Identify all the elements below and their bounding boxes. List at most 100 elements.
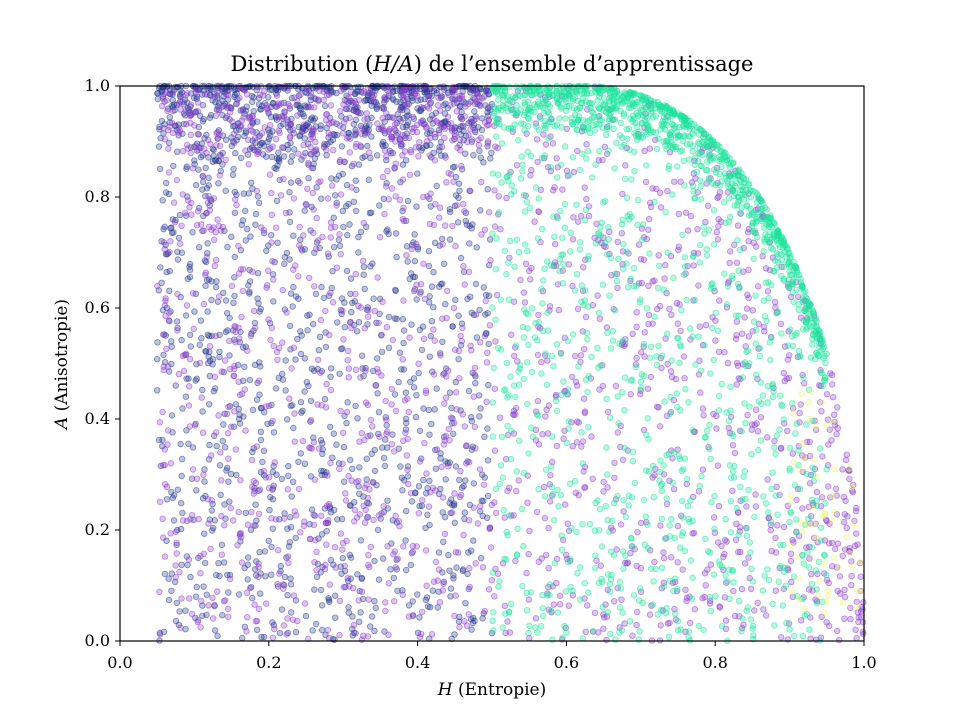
scatter-point-series-1 bbox=[581, 184, 588, 191]
scatter-point-series-2 bbox=[524, 400, 531, 408]
scatter-point-series-2 bbox=[553, 407, 561, 415]
scatter-point-series-1 bbox=[360, 88, 367, 95]
scatter-point-series-2 bbox=[607, 576, 615, 583]
scatter-point-series-2 bbox=[721, 270, 728, 277]
scatter-point-series-1 bbox=[273, 92, 281, 99]
scatter-point-series-2 bbox=[556, 115, 563, 122]
scatter-point-series-1 bbox=[465, 517, 473, 524]
scatter-point-series-1 bbox=[284, 553, 292, 560]
scatter-point-series-1 bbox=[431, 337, 438, 344]
scatter-point-series-1 bbox=[663, 500, 671, 507]
scatter-point-series-1 bbox=[627, 391, 634, 398]
scatter-point-series-1 bbox=[260, 467, 267, 475]
scatter-point-series-0 bbox=[204, 308, 211, 315]
scatter-point-series-0 bbox=[290, 424, 297, 432]
scatter-point-series-1 bbox=[846, 475, 853, 483]
scatter-point-series-2 bbox=[769, 393, 777, 401]
scatter-point-series-2 bbox=[528, 368, 536, 376]
scatter-point-series-1 bbox=[556, 592, 564, 599]
scatter-point-series-2 bbox=[595, 364, 602, 371]
scatter-point-series-2 bbox=[565, 418, 573, 425]
scatter-point-series-2 bbox=[638, 371, 645, 378]
scatter-point-series-2 bbox=[715, 392, 723, 400]
scatter-point-series-2 bbox=[629, 458, 637, 465]
scatter-point-series-1 bbox=[699, 405, 707, 412]
scatter-point-series-0 bbox=[480, 159, 487, 166]
scatter-point-series-0 bbox=[285, 543, 293, 550]
scatter-point-series-2 bbox=[710, 571, 718, 578]
scatter-point-series-1 bbox=[447, 102, 454, 109]
scatter-point-series-1 bbox=[358, 125, 366, 132]
scatter-point-series-1 bbox=[173, 550, 180, 557]
scatter-point-series-1 bbox=[191, 422, 199, 429]
scatter-point-series-2 bbox=[753, 326, 760, 334]
scatter-point-series-0 bbox=[270, 429, 278, 436]
scatter-point-series-1 bbox=[645, 311, 653, 319]
scatter-point-series-1 bbox=[691, 606, 698, 613]
scatter-point-series-1 bbox=[396, 106, 404, 113]
scatter-point-series-0 bbox=[204, 359, 212, 367]
scatter-point-series-1 bbox=[420, 335, 428, 343]
scatter-point-series-0 bbox=[403, 157, 410, 164]
scatter-point-series-2 bbox=[528, 305, 536, 312]
scatter-point-series-1 bbox=[725, 424, 732, 432]
scatter-point-series-1 bbox=[624, 559, 632, 566]
scatter-point-series-0 bbox=[209, 524, 217, 532]
scatter-point-series-2 bbox=[730, 474, 738, 481]
scatter-point-series-1 bbox=[301, 600, 309, 607]
scatter-point-series-0 bbox=[424, 511, 431, 518]
scatter-point-series-0 bbox=[335, 236, 343, 244]
scatter-point-series-1 bbox=[618, 229, 625, 237]
scatter-point-series-2 bbox=[620, 565, 627, 572]
scatter-point-series-1 bbox=[754, 428, 762, 435]
scatter-point-series-1 bbox=[512, 557, 519, 564]
scatter-point-series-0 bbox=[269, 271, 277, 278]
scatter-point-series-0 bbox=[323, 528, 330, 535]
scatter-point-series-0 bbox=[412, 413, 420, 421]
scatter-point-series-1 bbox=[501, 602, 509, 610]
scatter-point-series-0 bbox=[210, 152, 217, 159]
scatter-point-series-2 bbox=[619, 609, 626, 616]
scatter-point-series-1 bbox=[328, 182, 336, 189]
scatter-point-series-1 bbox=[801, 380, 808, 387]
scatter-point-series-1 bbox=[689, 530, 696, 537]
scatter-point-series-2 bbox=[620, 497, 627, 504]
scatter-point-series-1 bbox=[191, 122, 198, 129]
scatter-point-series-0 bbox=[295, 458, 302, 465]
scatter-point-series-2 bbox=[635, 636, 642, 643]
scatter-point-series-1 bbox=[245, 161, 252, 168]
scatter-point-series-2 bbox=[663, 604, 670, 612]
scatter-point-series-1 bbox=[300, 141, 307, 149]
scatter-point-series-0 bbox=[389, 431, 396, 438]
scatter-point-series-0 bbox=[360, 263, 368, 270]
scatter-point-series-0 bbox=[235, 591, 243, 598]
scatter-point-series-1 bbox=[541, 483, 548, 491]
scatter-point-series-1 bbox=[232, 323, 239, 331]
scatter-point-series-1 bbox=[324, 250, 332, 257]
scatter-point-series-1 bbox=[724, 359, 732, 367]
scatter-point-series-1 bbox=[565, 602, 572, 609]
scatter-point-series-1 bbox=[668, 373, 676, 381]
scatter-point-series-2 bbox=[639, 599, 646, 607]
scatter-point-series-2 bbox=[786, 444, 794, 452]
scatter-point-series-1 bbox=[341, 562, 348, 570]
scatter-point-series-0 bbox=[186, 266, 194, 273]
scatter-point-series-1 bbox=[716, 604, 724, 611]
scatter-point-series-1 bbox=[337, 191, 345, 198]
scatter-point-series-1 bbox=[249, 144, 257, 151]
scatter-point-series-1 bbox=[193, 475, 201, 482]
scatter-point-series-1 bbox=[161, 135, 169, 143]
scatter-point-series-2 bbox=[765, 576, 773, 584]
scatter-point-series-1 bbox=[482, 88, 490, 95]
scatter-point-series-1 bbox=[400, 543, 407, 550]
scatter-point-series-2 bbox=[579, 635, 587, 642]
scatter-point-series-2 bbox=[717, 182, 724, 189]
scatter-point-series-2 bbox=[508, 600, 515, 608]
scatter-point-series-1 bbox=[453, 108, 460, 115]
scatter-point-series-2 bbox=[818, 524, 825, 532]
scatter-point-series-1 bbox=[563, 125, 570, 132]
scatter-point-series-2 bbox=[680, 157, 687, 165]
scatter-point-series-0 bbox=[478, 126, 486, 134]
scatter-point-series-1 bbox=[456, 493, 463, 500]
